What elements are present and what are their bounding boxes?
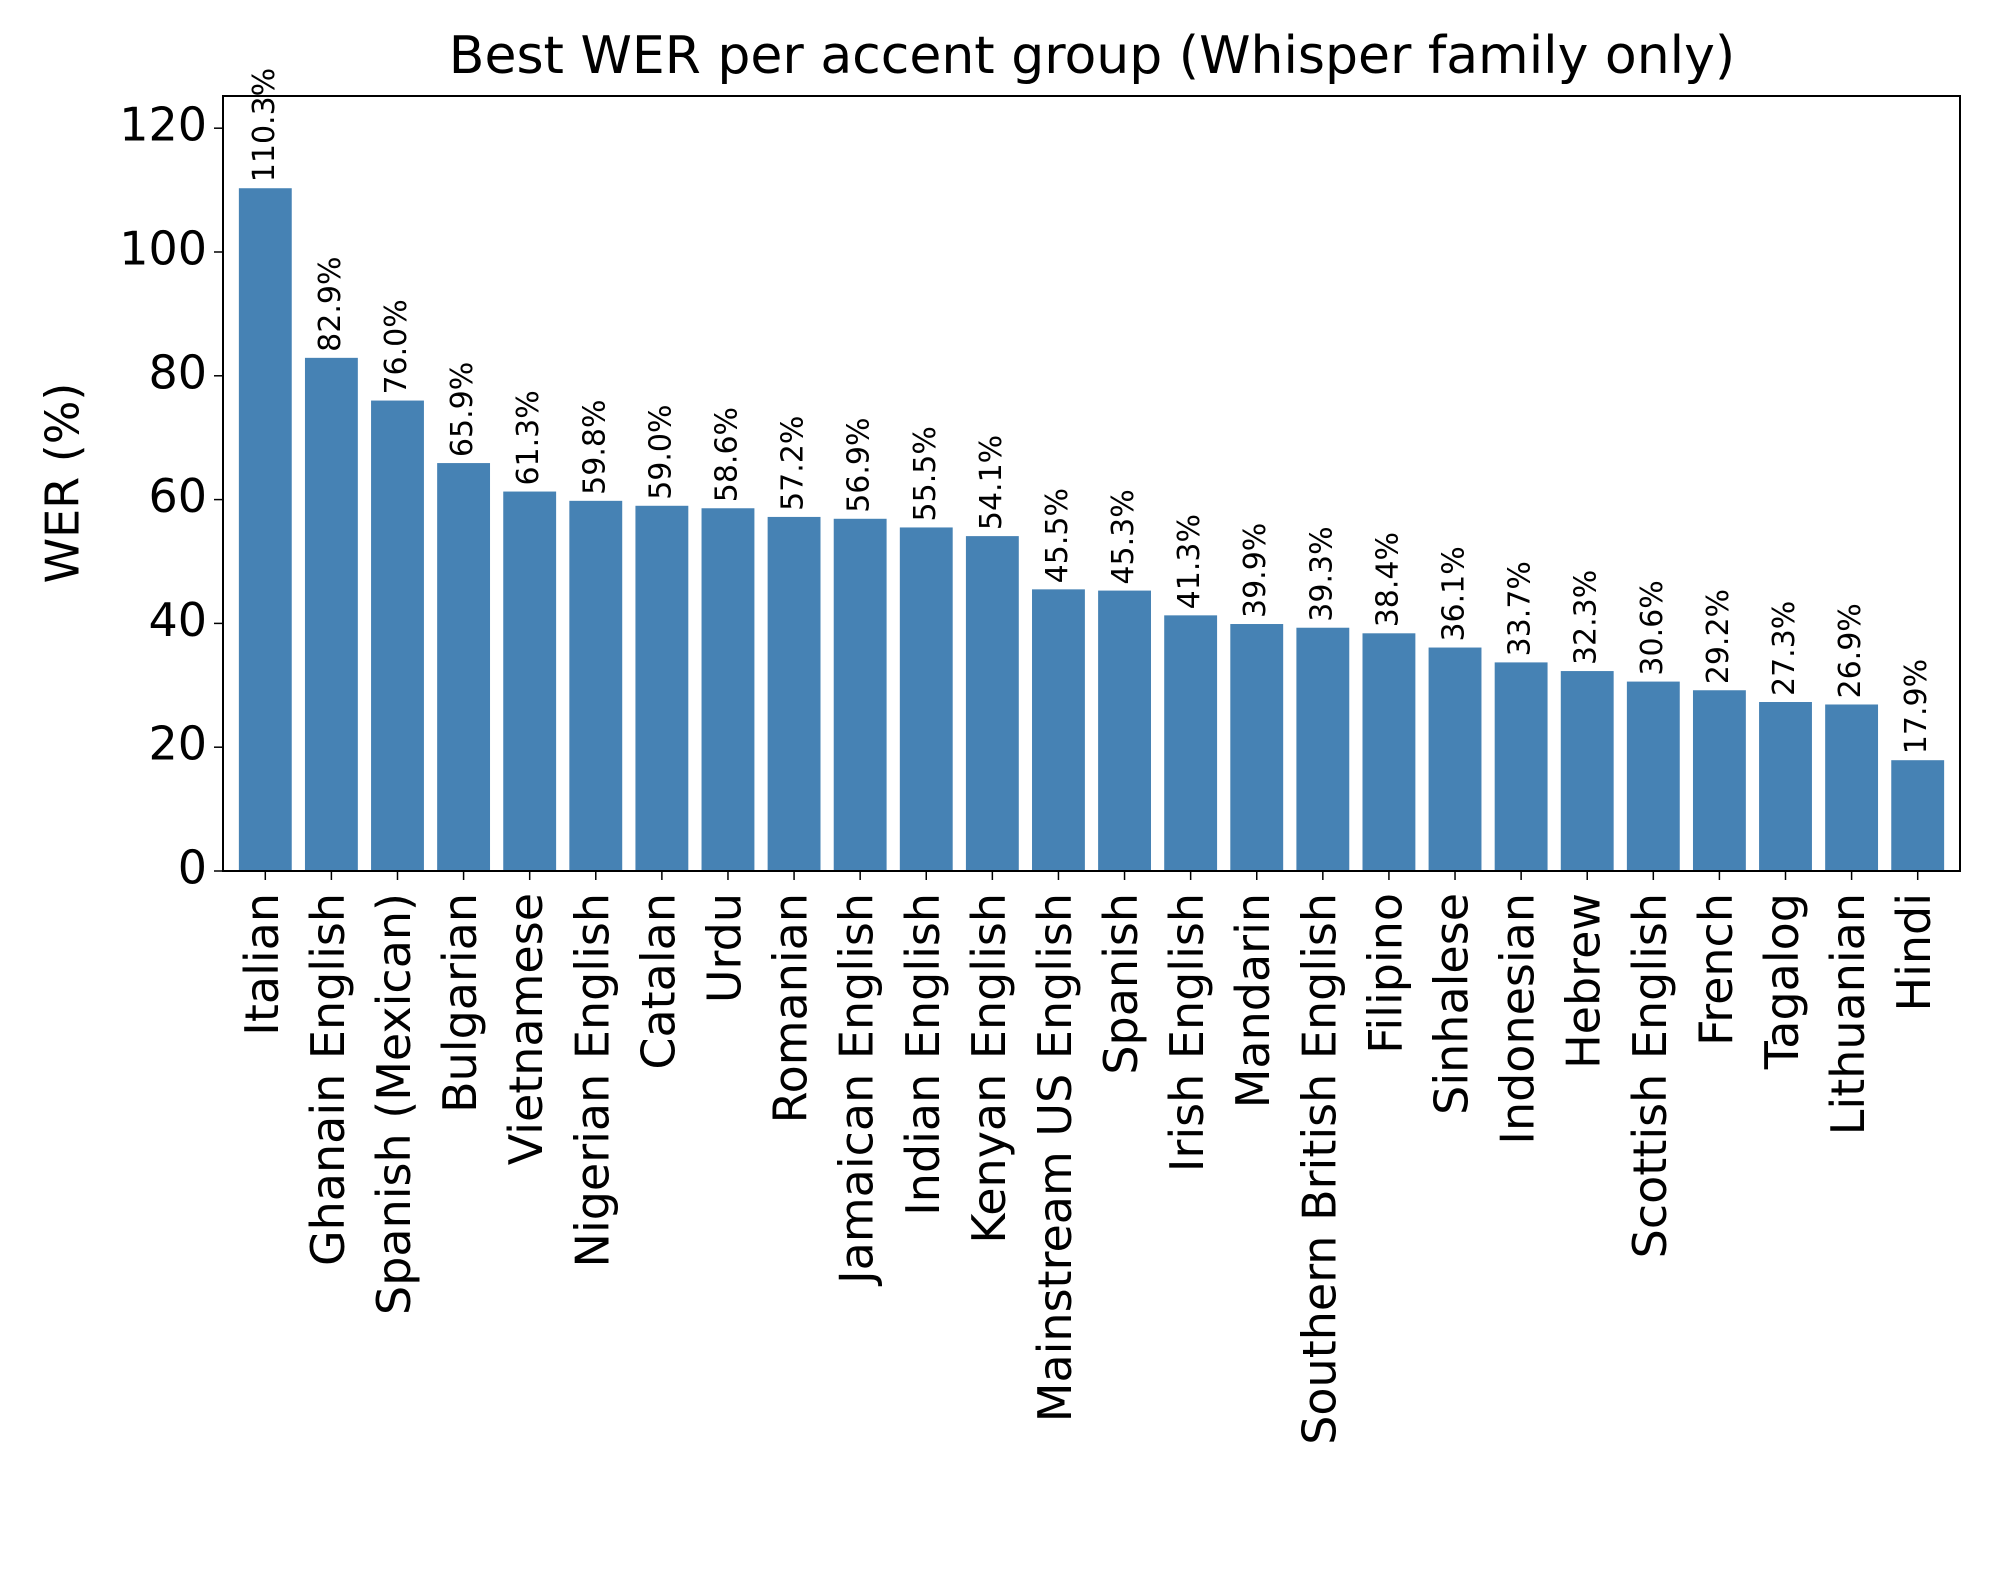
bar: [1230, 624, 1284, 871]
x-tick-label: Nigerian English: [565, 893, 619, 1267]
y-tick-label: 100: [119, 221, 207, 275]
y-tick-label: 120: [119, 98, 207, 152]
bar: [238, 188, 292, 871]
value-label: 55.5%: [908, 426, 943, 521]
value-label: 76.0%: [379, 299, 414, 394]
bar: [1296, 627, 1350, 871]
y-tick-label: 80: [148, 345, 207, 399]
value-label: 30.6%: [1635, 580, 1670, 675]
value-label: 36.1%: [1437, 546, 1472, 641]
x-tick-label: Hebrew: [1557, 893, 1611, 1069]
value-label: 110.3%: [247, 68, 282, 182]
value-label: 29.2%: [1701, 589, 1736, 684]
bar: [569, 500, 623, 871]
x-tick-label: Mandarin: [1226, 893, 1280, 1108]
x-tick-label: Romanian: [764, 893, 818, 1123]
x-tick-label: Kenyan English: [962, 893, 1016, 1244]
x-tick-label: Spanish: [1094, 893, 1148, 1075]
value-label: 65.9%: [445, 362, 480, 457]
plot-frame: [222, 95, 1961, 872]
value-label: 26.9%: [1833, 603, 1868, 698]
bar: [1164, 615, 1218, 871]
value-label: 33.7%: [1503, 561, 1538, 656]
x-tick-label: Ghanain English: [301, 893, 355, 1266]
bar: [1362, 633, 1416, 871]
value-label: 27.3%: [1767, 601, 1802, 696]
value-label: 82.9%: [313, 257, 348, 352]
bar: [701, 508, 755, 871]
bar: [899, 527, 953, 871]
x-tick-label: Southern British English: [1292, 893, 1346, 1445]
value-label: 54.1%: [974, 435, 1009, 530]
y-tick-label: 60: [148, 469, 207, 523]
bar: [1098, 590, 1151, 871]
y-tick-label: 0: [178, 841, 207, 895]
value-label: 39.3%: [1304, 526, 1339, 621]
value-label: 39.9%: [1238, 523, 1273, 618]
bar: [767, 516, 821, 871]
value-label: 17.9%: [1899, 659, 1934, 754]
bar: [1626, 681, 1680, 871]
chart-title: Best WER per accent group (Whisper famil…: [449, 26, 1735, 86]
value-label: 61.3%: [511, 390, 546, 485]
x-tick-label: Tagalog: [1755, 893, 1809, 1070]
value-label: 32.3%: [1569, 570, 1604, 665]
x-tick-label: Sinhalese: [1425, 893, 1479, 1115]
bar: [1891, 760, 1945, 871]
y-axis-label: WER (%): [36, 383, 90, 584]
value-label: 45.5%: [1040, 488, 1075, 583]
bar: [371, 400, 424, 871]
x-tick-label: Lithuanian: [1821, 893, 1875, 1135]
bar: [503, 491, 557, 871]
value-label: 59.0%: [643, 404, 678, 499]
value-label: 41.3%: [1172, 514, 1207, 609]
bar: [304, 357, 358, 871]
bar: [1560, 671, 1614, 871]
value-label: 59.8%: [577, 400, 612, 495]
x-tick-label: Vietnamese: [499, 893, 553, 1165]
x-tick-label: Bulgarian: [433, 893, 487, 1113]
x-tick-label: Indonesian: [1491, 893, 1545, 1145]
x-tick-label: Indian English: [896, 893, 950, 1216]
bar: [1032, 589, 1085, 871]
bar: [965, 536, 1019, 871]
x-tick-label: French: [1689, 893, 1743, 1046]
y-tick-label: 40: [148, 593, 207, 647]
value-label: 38.4%: [1370, 532, 1405, 627]
bar: [1692, 690, 1746, 871]
value-label: 57.2%: [776, 416, 811, 511]
bar: [437, 463, 491, 871]
y-tick-label: 20: [148, 717, 207, 771]
x-tick-label: Jamaican English: [830, 893, 884, 1287]
x-tick-label: Spanish (Mexican): [367, 893, 421, 1315]
x-tick-label: Irish English: [1160, 893, 1214, 1172]
x-tick-label: Catalan: [631, 893, 685, 1070]
value-label: 56.9%: [842, 417, 877, 512]
bar: [1825, 704, 1879, 871]
x-tick-label: Italian: [235, 893, 289, 1036]
bar: [1759, 702, 1812, 871]
x-tick-label: Scottish English: [1623, 893, 1677, 1258]
bar: [1494, 662, 1548, 871]
x-tick-label: Filipino: [1358, 893, 1412, 1054]
value-label: 45.3%: [1106, 489, 1141, 584]
x-tick-label: Mainstream US English: [1028, 893, 1082, 1422]
bar: [1428, 647, 1482, 871]
x-tick-label: Hindi: [1887, 893, 1941, 1012]
value-label: 58.6%: [709, 407, 744, 502]
x-tick-label: Urdu: [697, 893, 751, 1003]
bar: [635, 505, 689, 871]
bar: [833, 518, 887, 871]
